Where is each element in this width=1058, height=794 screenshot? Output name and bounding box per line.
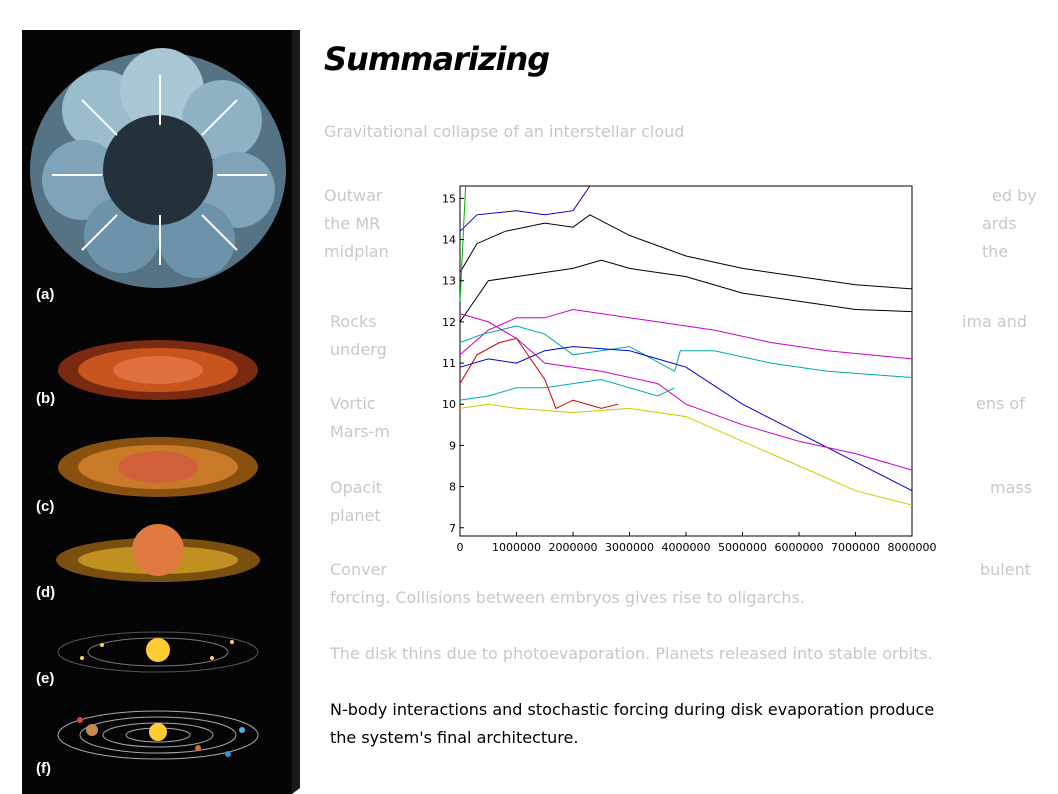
x-tick-label-0: 0: [457, 541, 464, 554]
series-line-6: [459, 313, 913, 471]
x-tick-label-8: 8000000: [888, 541, 937, 554]
y-tick-label-5: 12: [442, 316, 456, 329]
formation-illustration: (a) (b) (c) (d) (e) (f): [22, 30, 300, 794]
paragraph-2-line2: the MR ards the: [324, 214, 1017, 261]
stage-f-system: [57, 710, 259, 760]
series-line-9: [459, 403, 913, 506]
series-line-10: [459, 185, 467, 302]
stage-label-d: (d): [36, 584, 56, 601]
paragraph-7: The disk thins due to photoevaporation. …: [330, 644, 933, 663]
paragraph-3: Rocks ima and underg: [330, 312, 1028, 359]
stage-c-disk: [58, 437, 258, 497]
stage-b-disk: [58, 340, 258, 400]
stage-a-cloud: [30, 48, 286, 288]
tick-layer: 0 1000000 2000000 3000000 4000000 5000000 6000…: [442, 192, 937, 554]
series-line-4: [459, 325, 913, 378]
x-tick-label-7: 7000000: [831, 541, 880, 554]
x-tick-label-5: 5000000: [718, 541, 767, 554]
x-tick-label-4: 4000000: [662, 541, 711, 554]
stage-label-e: (e): [36, 670, 55, 687]
stage-label-b: (b): [36, 390, 56, 407]
paragraph-4: Vortic ens of Mars-m: [330, 394, 1025, 441]
paragraph-2-line1: Outwar ed by: [324, 186, 1037, 205]
slide-title: Summarizing: [324, 40, 550, 78]
paragraph-2-line3: midplan: [324, 242, 389, 261]
series-layer: [459, 185, 913, 506]
series-line-5: [459, 346, 913, 492]
stage-label-a: (a): [36, 286, 55, 303]
y-tick-label-6: 13: [442, 275, 456, 288]
stage-label-c: (c): [36, 498, 55, 515]
series-line-2: [459, 185, 591, 232]
paragraph-8: N-body interactions and stochastic forci…: [330, 700, 935, 747]
paragraph-2: Outwar ed by the MR ards the midplan: [324, 182, 1044, 266]
y-tick-label-0: 7: [449, 522, 456, 535]
y-tick-label-1: 8: [449, 481, 456, 494]
stage-d-disk: [56, 524, 260, 582]
paragraph-1: Gravitational collapse of an interstella…: [324, 118, 1044, 146]
y-tick-label-7: 14: [442, 234, 456, 247]
paragraph-6: Conver bulent forcing. Collisions between…: [330, 560, 1031, 607]
series-line-1: [459, 259, 913, 323]
plot-frame: [459, 185, 913, 537]
x-tick-label-2: 2000000: [549, 541, 598, 554]
semimajor-axis-chart: 0 1000000 2000000 3000000 4000000 5000000 6000…: [432, 180, 952, 556]
series-line-8: [459, 378, 675, 401]
y-tick-label-8: 15: [442, 192, 456, 205]
x-tick-label-6: 6000000: [775, 541, 824, 554]
y-tick-label-4: 11: [442, 357, 456, 370]
paragraph-5: Opacit mass planet: [330, 478, 1033, 525]
formation-stages-image: [22, 30, 300, 794]
chart-svg: 0 1000000 2000000 3000000 4000000 5000000 6000…: [442, 185, 937, 554]
stage-label-f: (f): [36, 760, 51, 777]
y-tick-label-2: 9: [449, 439, 456, 452]
paragraph-1-text: Gravitational collapse of an interstella…: [324, 122, 685, 141]
series-line-0: [459, 214, 913, 290]
x-tick-label-1: 1000000: [492, 541, 541, 554]
series-line-7: [459, 337, 619, 410]
x-tick-label-3: 3000000: [605, 541, 654, 554]
y-tick-label-3: 10: [442, 398, 456, 411]
series-line-3: [459, 308, 913, 360]
stage-e-disk: [57, 631, 259, 673]
